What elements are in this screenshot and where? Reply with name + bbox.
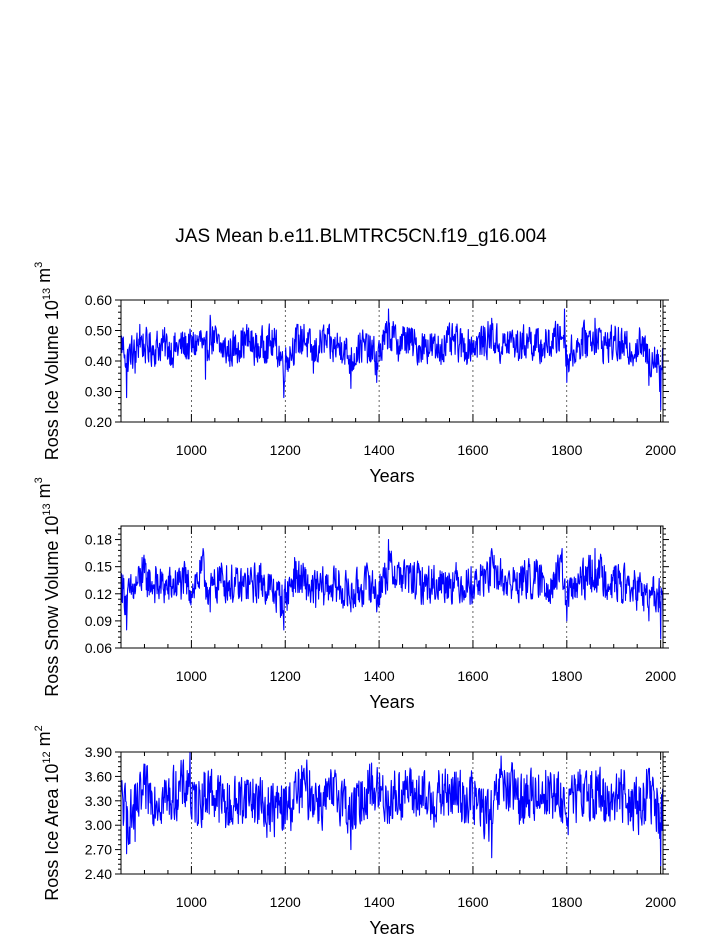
plot-frame [120, 525, 664, 649]
x-tick-label-1200: 1200 [270, 668, 301, 684]
y-axis-label: Ross Ice Area 1012 m2 [33, 725, 62, 900]
y-label-superscript: 2 [33, 725, 45, 731]
y-axis-label: Ross Ice Volume 1013 m3 [33, 262, 62, 460]
y-label-superscript: 12 [41, 751, 53, 763]
y-tick-label-0.40: 0.40 [85, 353, 112, 369]
plot-frame [120, 299, 664, 423]
x-tick-label-1400: 1400 [364, 894, 395, 910]
y-axis-label: Ross Snow Volume 1013 m3 [33, 477, 62, 696]
x-tick-label-2000: 2000 [645, 894, 676, 910]
y-tick-label-0.09: 0.09 [85, 613, 112, 629]
x-axis-label: Years [369, 692, 414, 712]
chart-panel-3: 1000 1200 1400 1600 1800 2000 Years 2.40 2.70 3.0… [33, 725, 676, 935]
y-tick-label-0.20: 0.20 [85, 414, 112, 430]
y-label-text: m [34, 483, 54, 503]
x-tick-label-1600: 1600 [457, 894, 488, 910]
x-tick-label-1000: 1000 [176, 668, 207, 684]
y-label-superscript: 3 [33, 477, 45, 483]
y-tick-label-3.30: 3.30 [85, 793, 112, 809]
data-series-line [120, 751, 664, 867]
x-axis-label: Years [369, 918, 414, 935]
y-label-text: Ross Snow Volume 10 [42, 516, 62, 697]
x-tick-label-2000: 2000 [645, 668, 676, 684]
y-tick-label-3.00: 3.00 [85, 817, 112, 833]
data-series-line [120, 539, 664, 640]
y-label-text: Ross Ice Volume 10 [42, 300, 62, 460]
y-tick-label-0.18: 0.18 [85, 532, 112, 548]
y-label-text: m [34, 731, 54, 751]
y-tick-label-3.60: 3.60 [85, 768, 112, 784]
x-tick-label-1600: 1600 [457, 668, 488, 684]
y-label-superscript: 13 [41, 503, 53, 515]
y-tick-label-0.06: 0.06 [85, 640, 112, 656]
x-tick-label-1600: 1600 [457, 442, 488, 458]
y-tick-label-0.15: 0.15 [85, 559, 112, 575]
x-tick-label-1200: 1200 [270, 442, 301, 458]
data-series-line [120, 308, 664, 411]
x-tick-label-2000: 2000 [645, 442, 676, 458]
y-tick-label-2.70: 2.70 [85, 842, 112, 858]
x-tick-label-1200: 1200 [270, 894, 301, 910]
y-label-text: Ross Ice Area 10 [42, 764, 62, 901]
y-label-superscript: 13 [41, 288, 53, 300]
y-tick-label-0.50: 0.50 [85, 323, 112, 339]
y-tick-label-2.40: 2.40 [85, 866, 112, 882]
plot-frame [120, 751, 664, 875]
chart-panel-2: 1000 1200 1400 1600 1800 2000 Years 0.06 0.09 0.1… [33, 477, 676, 712]
figure-title: JAS Mean b.e11.BLMTRC5CN.f19_g16.004 [175, 226, 547, 247]
x-tick-label-1400: 1400 [364, 442, 395, 458]
x-tick-label-1800: 1800 [551, 894, 582, 910]
y-label-text: m [34, 268, 54, 288]
chart-panel-1: 1000 1200 1400 1600 1800 2000 Years 0.20 0.30 0.4… [33, 262, 676, 486]
y-tick-label-3.90: 3.90 [85, 744, 112, 760]
y-tick-label-0.60: 0.60 [85, 292, 112, 308]
x-tick-label-1000: 1000 [176, 894, 207, 910]
x-axis-label: Years [369, 466, 414, 486]
x-tick-label-1800: 1800 [551, 668, 582, 684]
x-tick-label-1800: 1800 [551, 442, 582, 458]
x-tick-label-1400: 1400 [364, 668, 395, 684]
y-tick-label-0.30: 0.30 [85, 384, 112, 400]
y-tick-label-0.12: 0.12 [85, 586, 112, 602]
x-tick-label-1000: 1000 [176, 442, 207, 458]
y-label-superscript: 3 [33, 262, 45, 268]
